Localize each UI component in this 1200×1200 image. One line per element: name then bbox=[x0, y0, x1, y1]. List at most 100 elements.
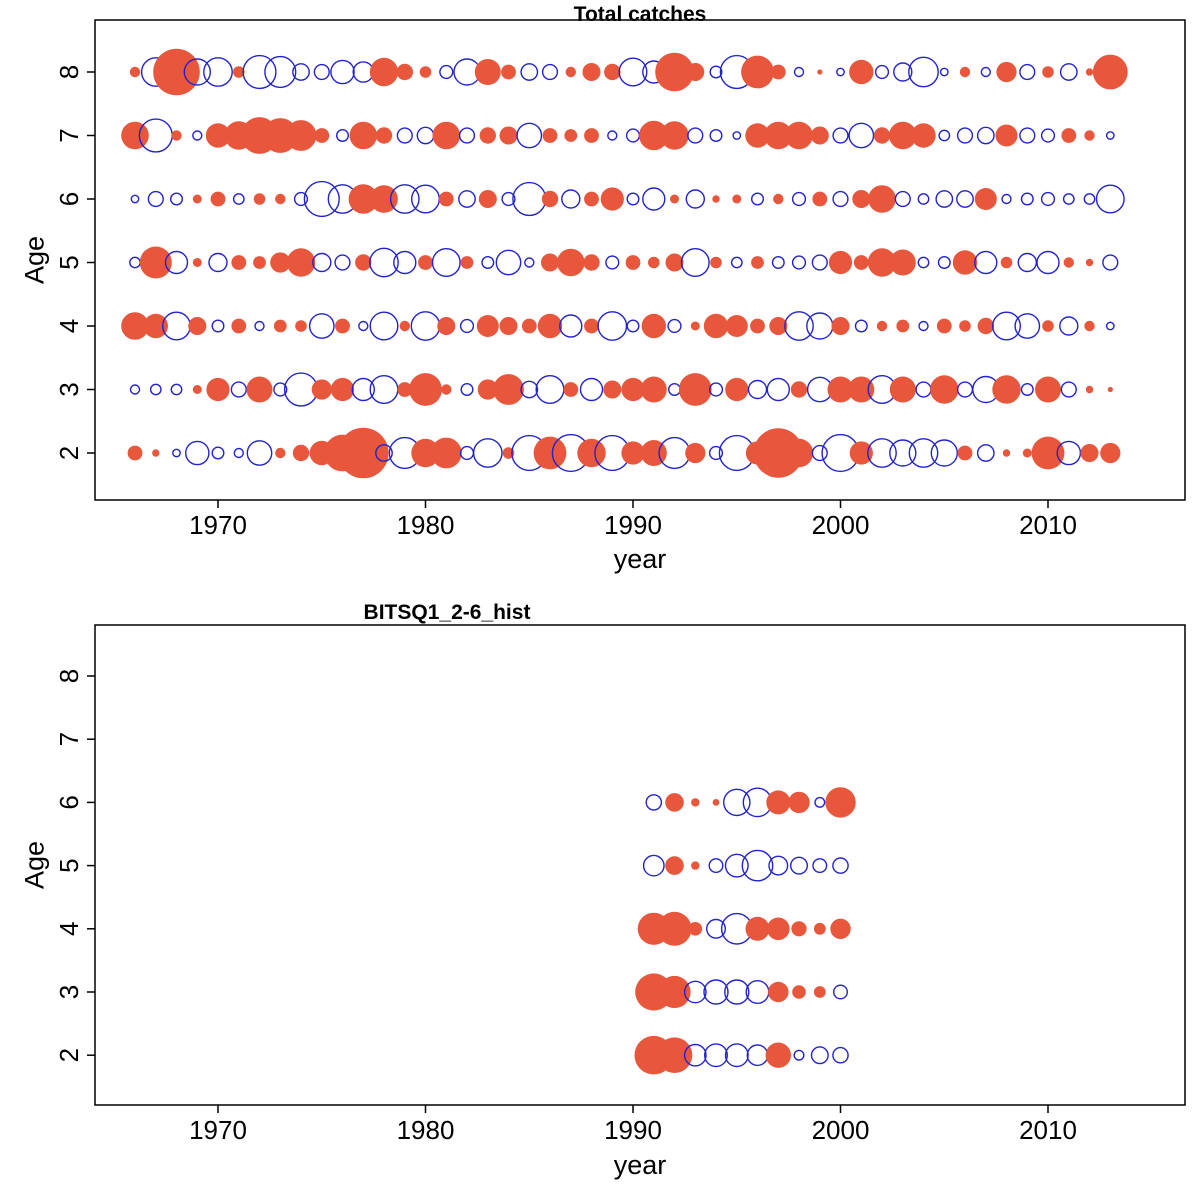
bubble-marker bbox=[751, 192, 765, 206]
x-tick-label: 2010 bbox=[1019, 510, 1077, 540]
bubble-marker bbox=[577, 438, 606, 468]
bubble-marker bbox=[458, 190, 476, 208]
bubble-marker bbox=[665, 793, 684, 812]
y-tick-label: 3 bbox=[54, 382, 84, 396]
bubble-marker bbox=[1085, 385, 1094, 394]
x-tick-label: 1990 bbox=[604, 510, 662, 540]
bubble-marker bbox=[690, 321, 700, 331]
bubble-marker bbox=[812, 191, 828, 207]
bubble-marker bbox=[389, 184, 420, 214]
bubble-marker bbox=[537, 313, 563, 339]
bubble-marker bbox=[1035, 376, 1061, 403]
bubble-marker bbox=[725, 377, 749, 402]
bubble-marker bbox=[723, 788, 751, 817]
bubble-marker bbox=[976, 444, 995, 462]
bubble-marker bbox=[1017, 252, 1038, 273]
bubble-marker bbox=[351, 377, 375, 402]
bubble-marker bbox=[766, 790, 791, 815]
bubble-marker bbox=[169, 192, 183, 206]
bubble-marker bbox=[691, 861, 700, 870]
bubble-marker bbox=[396, 63, 413, 81]
bubble-marker bbox=[830, 918, 851, 939]
bubble-marker bbox=[397, 382, 413, 397]
bubble-marker bbox=[992, 375, 1021, 404]
bubble-marker bbox=[369, 311, 399, 341]
bubble-marker bbox=[741, 849, 774, 882]
bubble-marker bbox=[874, 64, 890, 80]
bubble-marker bbox=[410, 311, 441, 341]
bubble-marker bbox=[1019, 127, 1036, 144]
bubble-marker bbox=[1036, 250, 1060, 275]
bubble-marker bbox=[600, 187, 624, 211]
bubble-marker bbox=[848, 122, 875, 149]
bubble-marker bbox=[1022, 448, 1032, 458]
bubble-marker bbox=[918, 320, 929, 332]
bubble-marker bbox=[793, 66, 805, 78]
bubble-marker bbox=[832, 190, 849, 208]
bubble-marker bbox=[703, 979, 729, 1005]
bubble-marker bbox=[330, 377, 355, 402]
bubble-marker bbox=[893, 62, 913, 82]
bubble-marker bbox=[334, 254, 351, 271]
bubble-marker bbox=[375, 444, 393, 462]
bubble-marker bbox=[768, 981, 789, 1003]
bubble-marker bbox=[438, 191, 454, 207]
bubble-marker bbox=[561, 189, 581, 209]
bubble-marker bbox=[938, 129, 951, 142]
bubble-marker bbox=[889, 249, 916, 276]
bubble-marker bbox=[499, 317, 518, 335]
bubble-marker bbox=[747, 379, 768, 400]
plot-box bbox=[94, 624, 1186, 1106]
bubble-marker bbox=[1059, 316, 1079, 336]
bubble-marker bbox=[1042, 320, 1054, 332]
bubble-marker bbox=[995, 124, 1018, 147]
bubble-marker bbox=[788, 791, 810, 814]
bubble-marker bbox=[980, 66, 991, 78]
bubble-marker bbox=[768, 855, 789, 876]
bubble-marker bbox=[655, 52, 694, 92]
bubble-marker bbox=[732, 131, 742, 140]
bubble-marker bbox=[524, 257, 535, 268]
x-tick-label: 2000 bbox=[812, 510, 870, 540]
bubble-marker bbox=[810, 1046, 829, 1065]
bubble-marker bbox=[680, 247, 710, 277]
bubble-marker bbox=[732, 194, 742, 204]
bubble-marker bbox=[917, 193, 930, 205]
bubble-marker bbox=[668, 383, 682, 397]
bubble-marker bbox=[231, 255, 247, 270]
bubble-marker bbox=[432, 121, 461, 150]
bubble-marker bbox=[563, 382, 579, 397]
bubble-marker bbox=[712, 195, 720, 203]
bubble-marker bbox=[273, 382, 288, 397]
x-tick-label: 1970 bbox=[189, 1115, 247, 1145]
bubble-marker bbox=[648, 256, 660, 269]
bubble-marker bbox=[411, 184, 441, 214]
bubble-marker bbox=[784, 438, 814, 468]
bubble-marker bbox=[725, 315, 748, 337]
bubble-marker bbox=[1019, 63, 1036, 81]
bubble-marker bbox=[597, 311, 628, 341]
bubble-marker bbox=[472, 438, 503, 468]
bubble-marker bbox=[121, 121, 149, 150]
bubble-marker bbox=[621, 377, 645, 402]
bubble-marker bbox=[292, 444, 310, 462]
bubble-marker bbox=[683, 980, 707, 1004]
bubble-marker bbox=[710, 256, 722, 269]
bubble-marker bbox=[130, 194, 140, 204]
bubble-marker bbox=[541, 63, 559, 81]
bottom-chart-title: BITSQ1_2-6_hist bbox=[363, 601, 531, 624]
bubble-marker bbox=[582, 63, 601, 81]
bubble-marker bbox=[1062, 193, 1075, 205]
bubble-marker bbox=[685, 442, 706, 464]
bubble-marker bbox=[930, 439, 958, 467]
bubble-marker bbox=[460, 383, 474, 397]
bubble-marker bbox=[974, 188, 997, 210]
bubble-marker bbox=[152, 449, 160, 457]
bubble-marker bbox=[476, 315, 499, 337]
bubble-marker bbox=[667, 318, 682, 334]
bubble-marker bbox=[232, 193, 245, 205]
bubble-marker bbox=[246, 440, 273, 466]
bubble-marker bbox=[741, 55, 774, 89]
bubble-marker bbox=[211, 446, 225, 460]
bubble-marker bbox=[1061, 128, 1077, 143]
